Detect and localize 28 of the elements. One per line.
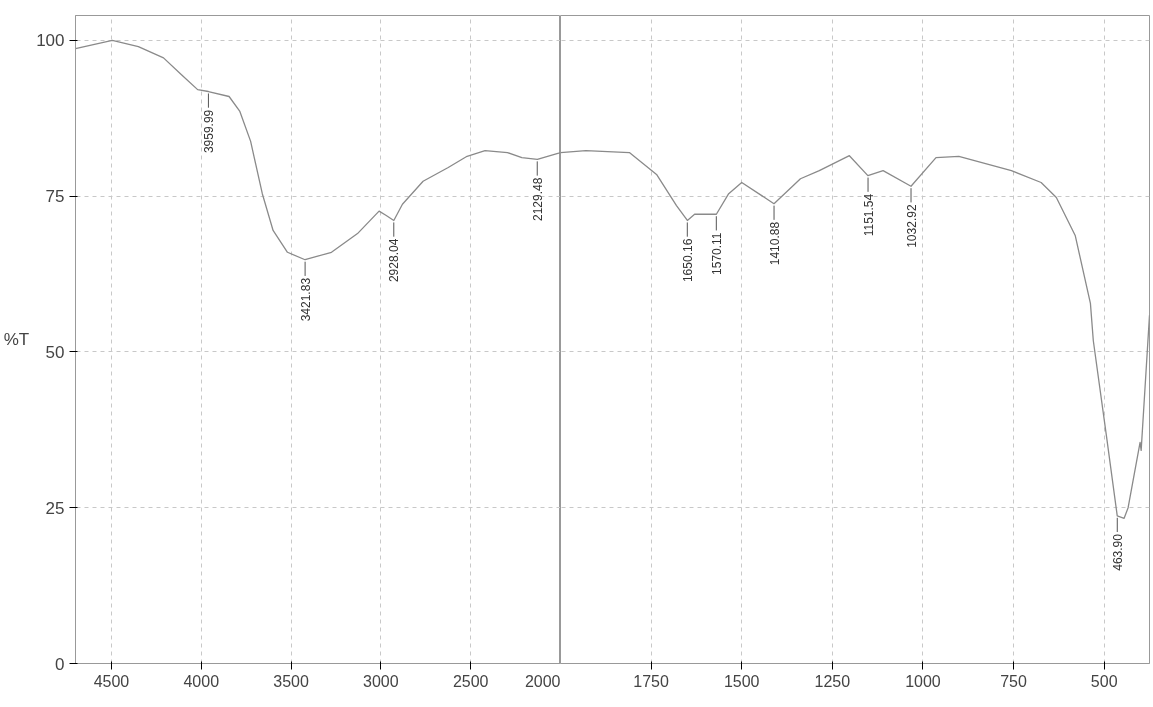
annotation: 463.90 bbox=[1110, 533, 1125, 571]
y-tick-label: 75 bbox=[45, 187, 65, 207]
y-axis-title: %T bbox=[3, 330, 30, 349]
y-tick-label: 50 bbox=[45, 342, 65, 362]
x-tick-label: 1000 bbox=[905, 672, 941, 690]
annotation: 3959.99 bbox=[201, 109, 216, 154]
annotation: 1650.16 bbox=[680, 238, 695, 283]
x-tick-label: 1750 bbox=[633, 672, 670, 690]
annotation: 2129.48 bbox=[530, 177, 545, 222]
y-tick-label: 0 bbox=[55, 654, 65, 674]
annotation: 1570.11 bbox=[709, 232, 724, 275]
x-tick-label: 1500 bbox=[723, 672, 760, 690]
x-tick-label: 4500 bbox=[93, 672, 130, 690]
x-tick-label: 750 bbox=[1000, 672, 1028, 690]
x-tick-label: 3500 bbox=[273, 672, 309, 690]
x-tick-label: 2000 bbox=[524, 672, 561, 690]
annotation: 1032.92 bbox=[904, 204, 919, 248]
annotation: 3421.83 bbox=[298, 277, 313, 322]
x-tick-label: 3000 bbox=[363, 672, 399, 690]
x-tick-label: 2500 bbox=[452, 672, 489, 690]
y-tick-label: 25 bbox=[45, 498, 65, 518]
x-tick-label: 4000 bbox=[183, 672, 220, 690]
annotation: 2928.04 bbox=[387, 238, 402, 283]
x-tick-label: 1250 bbox=[814, 672, 851, 690]
y-tick-label: 100 bbox=[36, 31, 65, 51]
annotation: 1151.54 bbox=[861, 193, 876, 237]
annotation: 1410.88 bbox=[767, 221, 782, 266]
x-tick-label: 500 bbox=[1090, 672, 1118, 690]
